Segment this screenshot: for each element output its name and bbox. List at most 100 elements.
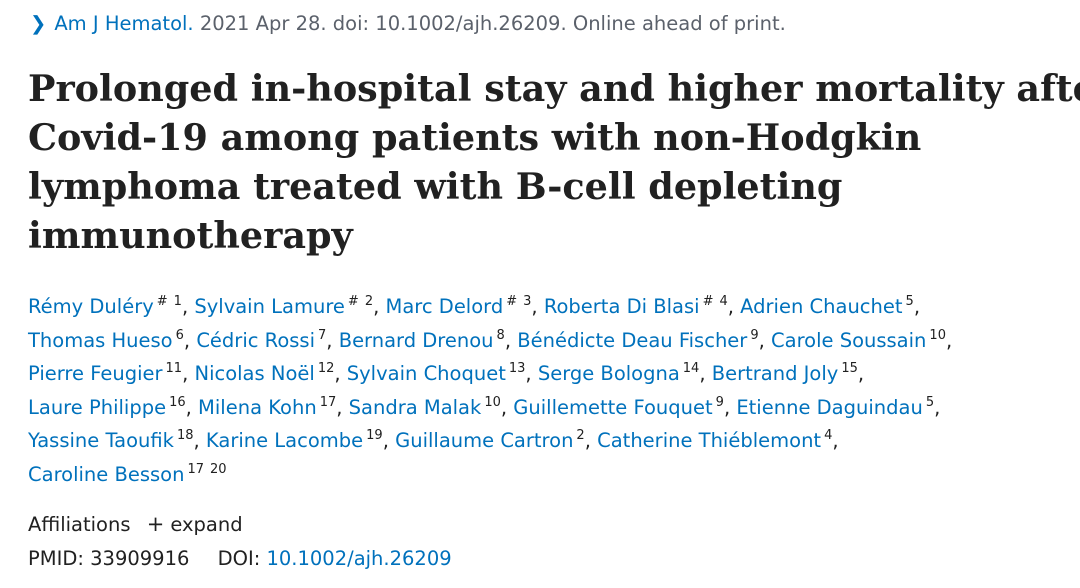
author-separator: , [185, 395, 199, 419]
author-link[interactable]: Sylvain Choquet [346, 362, 506, 385]
affiliation-ref-link[interactable]: 5 [925, 394, 935, 410]
affiliation-ref-link[interactable]: 7 [318, 327, 327, 343]
author-link[interactable]: Etienne Daguindau [736, 395, 923, 419]
author-affiliation-refs: 11 [166, 361, 183, 376]
author-link[interactable]: Yassine Taoufik [28, 429, 174, 452]
affiliation-ref-link[interactable]: 3 [523, 294, 532, 309]
author-link[interactable]: Rémy Duléry [28, 295, 154, 318]
author-separator: , [183, 328, 197, 352]
affiliation-ref-link[interactable]: 15 [841, 361, 858, 376]
affiliation-ref-link[interactable]: 10 [929, 327, 946, 343]
author-separator: , [934, 395, 941, 419]
pmid-label: PMID: [28, 547, 84, 570]
author-link[interactable]: Marc Delord [385, 295, 504, 318]
affiliation-ref-link[interactable]: 10 [484, 394, 501, 410]
affiliation-ref-link[interactable]: 9 [715, 394, 724, 410]
author-separator: , [382, 429, 396, 452]
affiliation-ref-link[interactable]: 16 [169, 394, 186, 410]
author-affiliation-refs: 9 [750, 328, 758, 343]
author-link[interactable]: Guillaume Cartron [395, 429, 574, 452]
author-affiliation-refs: 12 [318, 361, 335, 376]
author-link[interactable]: Karine Lacombe [205, 429, 364, 452]
affiliations-label: Affiliations [28, 513, 131, 536]
equal-contribution-mark: # [156, 294, 168, 309]
affiliation-ref-link[interactable]: 9 [750, 327, 759, 343]
author-affiliation-refs: 7 [318, 328, 326, 343]
author-link[interactable]: Adrien Chauchet [740, 295, 903, 318]
author-separator: , [504, 328, 518, 352]
author-link[interactable]: Pierre Feugier [28, 362, 163, 385]
affiliation-ref-link[interactable]: 13 [508, 361, 526, 376]
pmid-value: 33909916 [90, 547, 190, 570]
author-affiliation-refs: 4 [824, 428, 832, 443]
affiliation-ref-link[interactable]: 20 [210, 461, 227, 477]
author-link[interactable]: Nicolas Noël [194, 362, 315, 385]
author-separator: , [913, 295, 921, 318]
article-title: Prolonged in-hospital stay and higher mo… [28, 64, 1080, 260]
affiliations-expand-button[interactable]: + expand [147, 512, 243, 536]
author-link[interactable]: Milena Kohn [198, 395, 317, 419]
affiliation-ref-link[interactable]: 8 [496, 327, 505, 343]
affiliation-ref-link[interactable]: 14 [682, 361, 700, 376]
author-affiliation-refs: 15 [841, 361, 858, 376]
journal-link[interactable]: Am J Hematol. [54, 12, 194, 35]
affiliation-ref-link[interactable]: 2 [576, 428, 585, 443]
author-affiliation-refs: 14 [683, 361, 700, 376]
affiliation-ref-link[interactable]: 6 [175, 327, 184, 343]
author-affiliation-refs: 16 [169, 395, 186, 410]
author-link[interactable]: Sylvain Lamure [194, 295, 345, 318]
author-affiliation-refs: 17 20 [187, 462, 226, 477]
affiliation-ref-link[interactable]: 18 [176, 428, 194, 443]
author-link[interactable]: Bertrand Joly [711, 362, 839, 385]
author-separator: , [699, 362, 712, 385]
author-link[interactable]: Caroline Besson [28, 462, 185, 486]
author-affiliation-refs: #1 [157, 294, 182, 309]
author-link[interactable]: Catherine Thiéblemont [597, 429, 822, 452]
affiliation-ref-link[interactable]: 4 [824, 428, 833, 443]
author-link[interactable]: Cédric Rossi [196, 328, 315, 352]
author-link[interactable]: Thomas Hueso [28, 328, 173, 352]
title-line: immunotherapy [28, 214, 353, 257]
author-link[interactable]: Roberta Di Blasi [543, 295, 700, 318]
affiliation-ref-link[interactable]: 1 [173, 294, 182, 309]
author-separator: , [326, 328, 339, 352]
affiliation-ref-link[interactable]: 19 [366, 428, 383, 443]
author-separator: , [336, 395, 349, 419]
affiliation-ref-link[interactable]: 11 [165, 361, 183, 376]
author-separator: , [373, 295, 386, 318]
author-affiliation-refs: 6 [176, 328, 184, 343]
author-separator: , [945, 328, 953, 352]
author-separator: , [334, 362, 347, 385]
citation-line: ❯ Am J Hematol. 2021 Apr 28. doi: 10.1002… [30, 10, 786, 38]
author-link[interactable]: Bernard Drenou [338, 328, 494, 352]
author-separator: , [727, 295, 741, 318]
title-line: Prolonged in-hospital stay and higher mo… [28, 67, 1080, 110]
author-link[interactable]: Carole Soussain [771, 328, 927, 352]
affiliation-ref-link[interactable]: 2 [364, 294, 374, 309]
author-link[interactable]: Laure Philippe [28, 395, 167, 419]
author-link[interactable]: Bénédicte Deau Fischer [517, 328, 748, 352]
affiliation-ref-link[interactable]: 5 [905, 294, 914, 309]
author-affiliation-refs: 9 [716, 395, 724, 410]
author-link[interactable]: Serge Bologna [537, 362, 680, 385]
author-link[interactable]: Sandra Malak [348, 395, 482, 419]
author-separator: , [584, 429, 598, 452]
author-line: Rémy Duléry #1, Sylvain Lamure #2, Marc De… [28, 290, 1073, 324]
title-line: lymphoma treated with B-cell depleting [28, 165, 843, 208]
author-separator: , [723, 395, 737, 419]
doi-link[interactable]: 10.1002/ajh.26209 [266, 547, 452, 570]
affiliation-ref-link[interactable]: 12 [317, 361, 335, 376]
affiliation-ref-link[interactable]: 17 [319, 394, 337, 410]
affiliation-ref-link[interactable]: 4 [719, 294, 728, 309]
author-affiliation-refs: 5 [926, 395, 934, 410]
author-affiliation-refs: 8 [497, 328, 505, 343]
author-affiliation-refs: 19 [366, 428, 383, 443]
author-line: Thomas Hueso 6, Cédric Rossi 7, Bernard Dr… [28, 324, 1073, 358]
author-link[interactable]: Guillemette Fouquet [513, 395, 713, 419]
author-separator: , [758, 328, 771, 352]
authors-list: Rémy Duléry #1, Sylvain Lamure #2, Marc De… [28, 290, 1073, 491]
author-separator: , [182, 362, 195, 385]
author-affiliation-refs: 17 [320, 395, 337, 410]
affiliation-ref-link[interactable]: 17 [187, 461, 205, 477]
author-separator: , [525, 362, 538, 385]
